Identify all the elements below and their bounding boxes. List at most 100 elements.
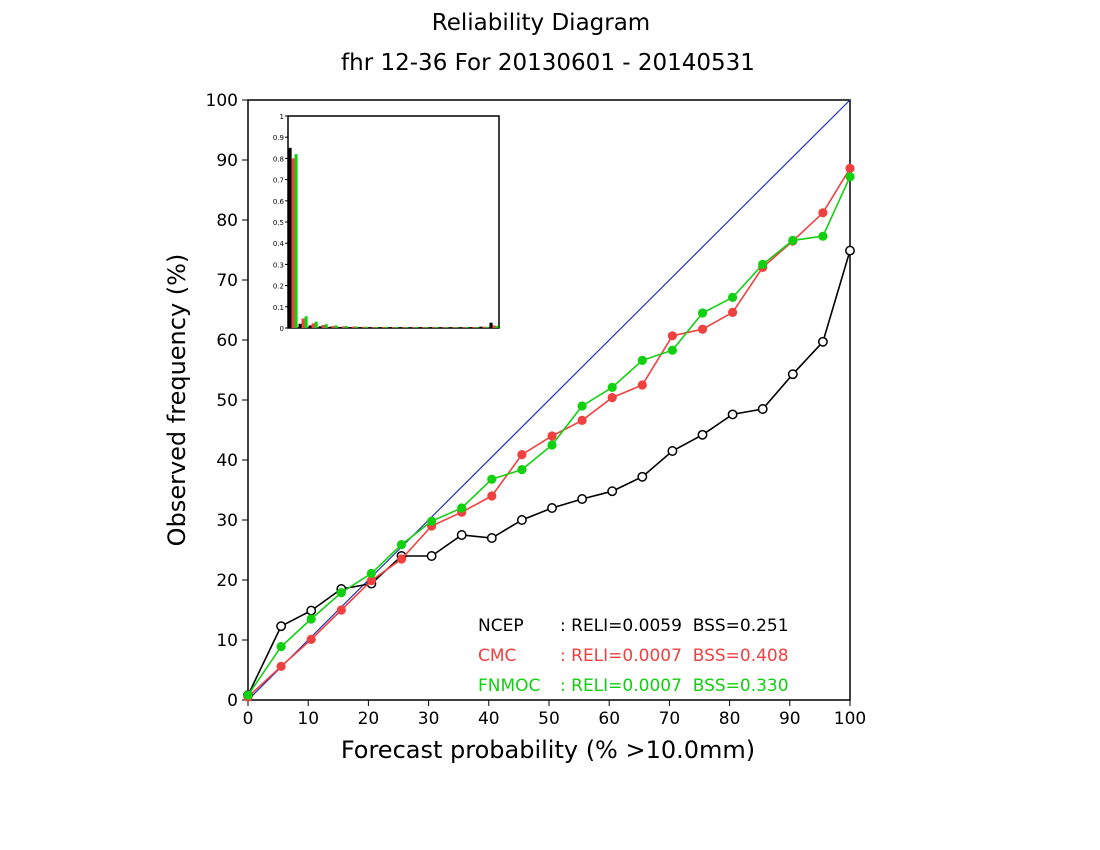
data-point-fnmoc	[788, 235, 798, 245]
diagonal-line	[247, 99, 851, 701]
data-point-ncep	[667, 446, 678, 456]
data-point-fnmoc	[517, 465, 527, 475]
data-point-ncep	[697, 429, 708, 440]
data-point-fnmoc	[697, 308, 708, 318]
inset-bar-ncep	[348, 327, 352, 328]
inset-bar-ncep	[469, 327, 473, 328]
legend-name-cmc: CMC	[478, 646, 516, 666]
x-tick-label: 60	[598, 709, 620, 729]
inset-bar-cmc	[301, 318, 305, 328]
x-tick-label: 50	[538, 709, 560, 729]
inset-bar-ncep	[479, 326, 483, 328]
data-point-cmc	[818, 208, 828, 218]
inset-y-tick-label: 0.1	[273, 304, 284, 312]
inset-bar-cmc	[321, 325, 325, 328]
data-point-ncep	[845, 245, 855, 256]
y-tick-label: 70	[216, 271, 238, 291]
x-tick-label: 80	[719, 709, 741, 729]
inset-y-tick-label: 0	[280, 325, 284, 333]
data-point-ncep	[426, 551, 437, 561]
inset-bar-fnmoc	[294, 154, 298, 328]
inset-bar-fnmoc	[495, 325, 499, 328]
data-point-ncep	[577, 494, 588, 504]
inset-y-tick-label: 1	[280, 113, 284, 121]
inset-bar-cmc	[351, 326, 355, 328]
data-point-cmc	[577, 415, 587, 425]
inset-bar-fnmoc	[404, 327, 409, 328]
data-point-fnmoc	[818, 231, 828, 241]
x-tick-label: 20	[358, 709, 380, 729]
inset-bar-fnmoc	[364, 326, 368, 328]
inset-bar-cmc	[311, 323, 315, 328]
data-point-ncep	[637, 471, 648, 482]
inset-bar-fnmoc	[314, 321, 318, 328]
data-point-cmc	[336, 605, 346, 615]
data-point-fnmoc	[547, 440, 557, 450]
inset-bar-ncep	[368, 327, 373, 328]
x-tick-label: 70	[659, 709, 681, 729]
inset-bar-ncep	[378, 327, 383, 328]
inset-bar-fnmoc	[344, 326, 348, 328]
data-point-fnmoc	[637, 355, 647, 365]
data-point-fnmoc	[487, 474, 497, 484]
inset-bar-cmc	[492, 325, 496, 328]
inset-bar-fnmoc	[475, 326, 479, 328]
inset-bar-fnmoc	[485, 326, 489, 328]
inset-bar-ncep	[308, 325, 312, 328]
legend-name-fnmoc: FNMOC	[478, 676, 540, 696]
inset-bar-fnmoc	[415, 327, 419, 328]
y-tick-label: 10	[216, 631, 238, 651]
inset-bar-cmc	[361, 326, 365, 328]
data-point-cmc	[637, 380, 647, 390]
inset-bar-fnmoc	[465, 327, 469, 328]
data-point-cmc	[667, 331, 678, 341]
inset-bar-fnmoc	[455, 327, 459, 328]
data-point-fnmoc	[577, 401, 587, 411]
y-tick-label: 50	[216, 391, 238, 411]
data-point-ncep	[306, 605, 317, 616]
data-point-cmc	[607, 393, 617, 403]
x-axis-label: Forecast probability (% >10.0mm)	[341, 736, 755, 764]
data-point-ncep	[607, 486, 618, 497]
data-point-cmc	[306, 634, 316, 645]
data-point-ncep	[757, 404, 768, 414]
y-tick-label: 80	[216, 211, 238, 231]
data-point-fnmoc	[457, 503, 467, 513]
data-point-ncep	[516, 515, 527, 525]
legend-stats-ncep: : RELI=0.0059 BSS=0.251	[560, 616, 789, 636]
y-axis-label: Observed frequency (%)	[163, 254, 191, 547]
inset-bar-ncep	[328, 326, 332, 328]
data-point-cmc	[396, 554, 407, 564]
data-point-ncep	[276, 621, 287, 632]
data-point-cmc	[487, 491, 497, 501]
inset-bar-cmc	[391, 327, 396, 328]
data-point-fnmoc	[667, 345, 678, 355]
inset-bar-ncep	[419, 327, 423, 328]
inset-bar-cmc	[442, 327, 446, 328]
inset-bar-cmc	[472, 326, 476, 328]
data-point-fnmoc	[366, 568, 377, 579]
data-point-ncep	[486, 533, 497, 543]
inset-bar-cmc	[331, 325, 335, 328]
inset-y-tick-label: 0.6	[273, 198, 285, 206]
inset-bar-ncep	[459, 327, 463, 328]
inset-bar-ncep	[358, 327, 362, 328]
chart-subtitle: fhr 12-36 For 20130601 - 20140531	[341, 50, 755, 76]
data-point-fnmoc	[306, 614, 316, 624]
data-point-ncep	[817, 336, 828, 347]
data-point-cmc	[366, 576, 377, 586]
chart-title: Reliability Diagram	[432, 10, 650, 36]
y-tick-label: 20	[216, 571, 238, 591]
inset-bar-fnmoc	[334, 325, 338, 328]
inset-bar-fnmoc	[394, 327, 399, 328]
inset-bar-cmc	[381, 326, 386, 328]
legend-stats-cmc: : RELI=0.0007 BSS=0.408	[560, 646, 789, 666]
data-point-fnmoc	[396, 540, 407, 550]
inset-bar-ncep	[449, 327, 453, 328]
data-point-cmc	[728, 307, 738, 317]
inset-bar-ncep	[429, 327, 433, 328]
inset-frame	[287, 115, 500, 329]
data-point-fnmoc	[427, 516, 437, 526]
inset-bar-cmc	[432, 327, 436, 328]
